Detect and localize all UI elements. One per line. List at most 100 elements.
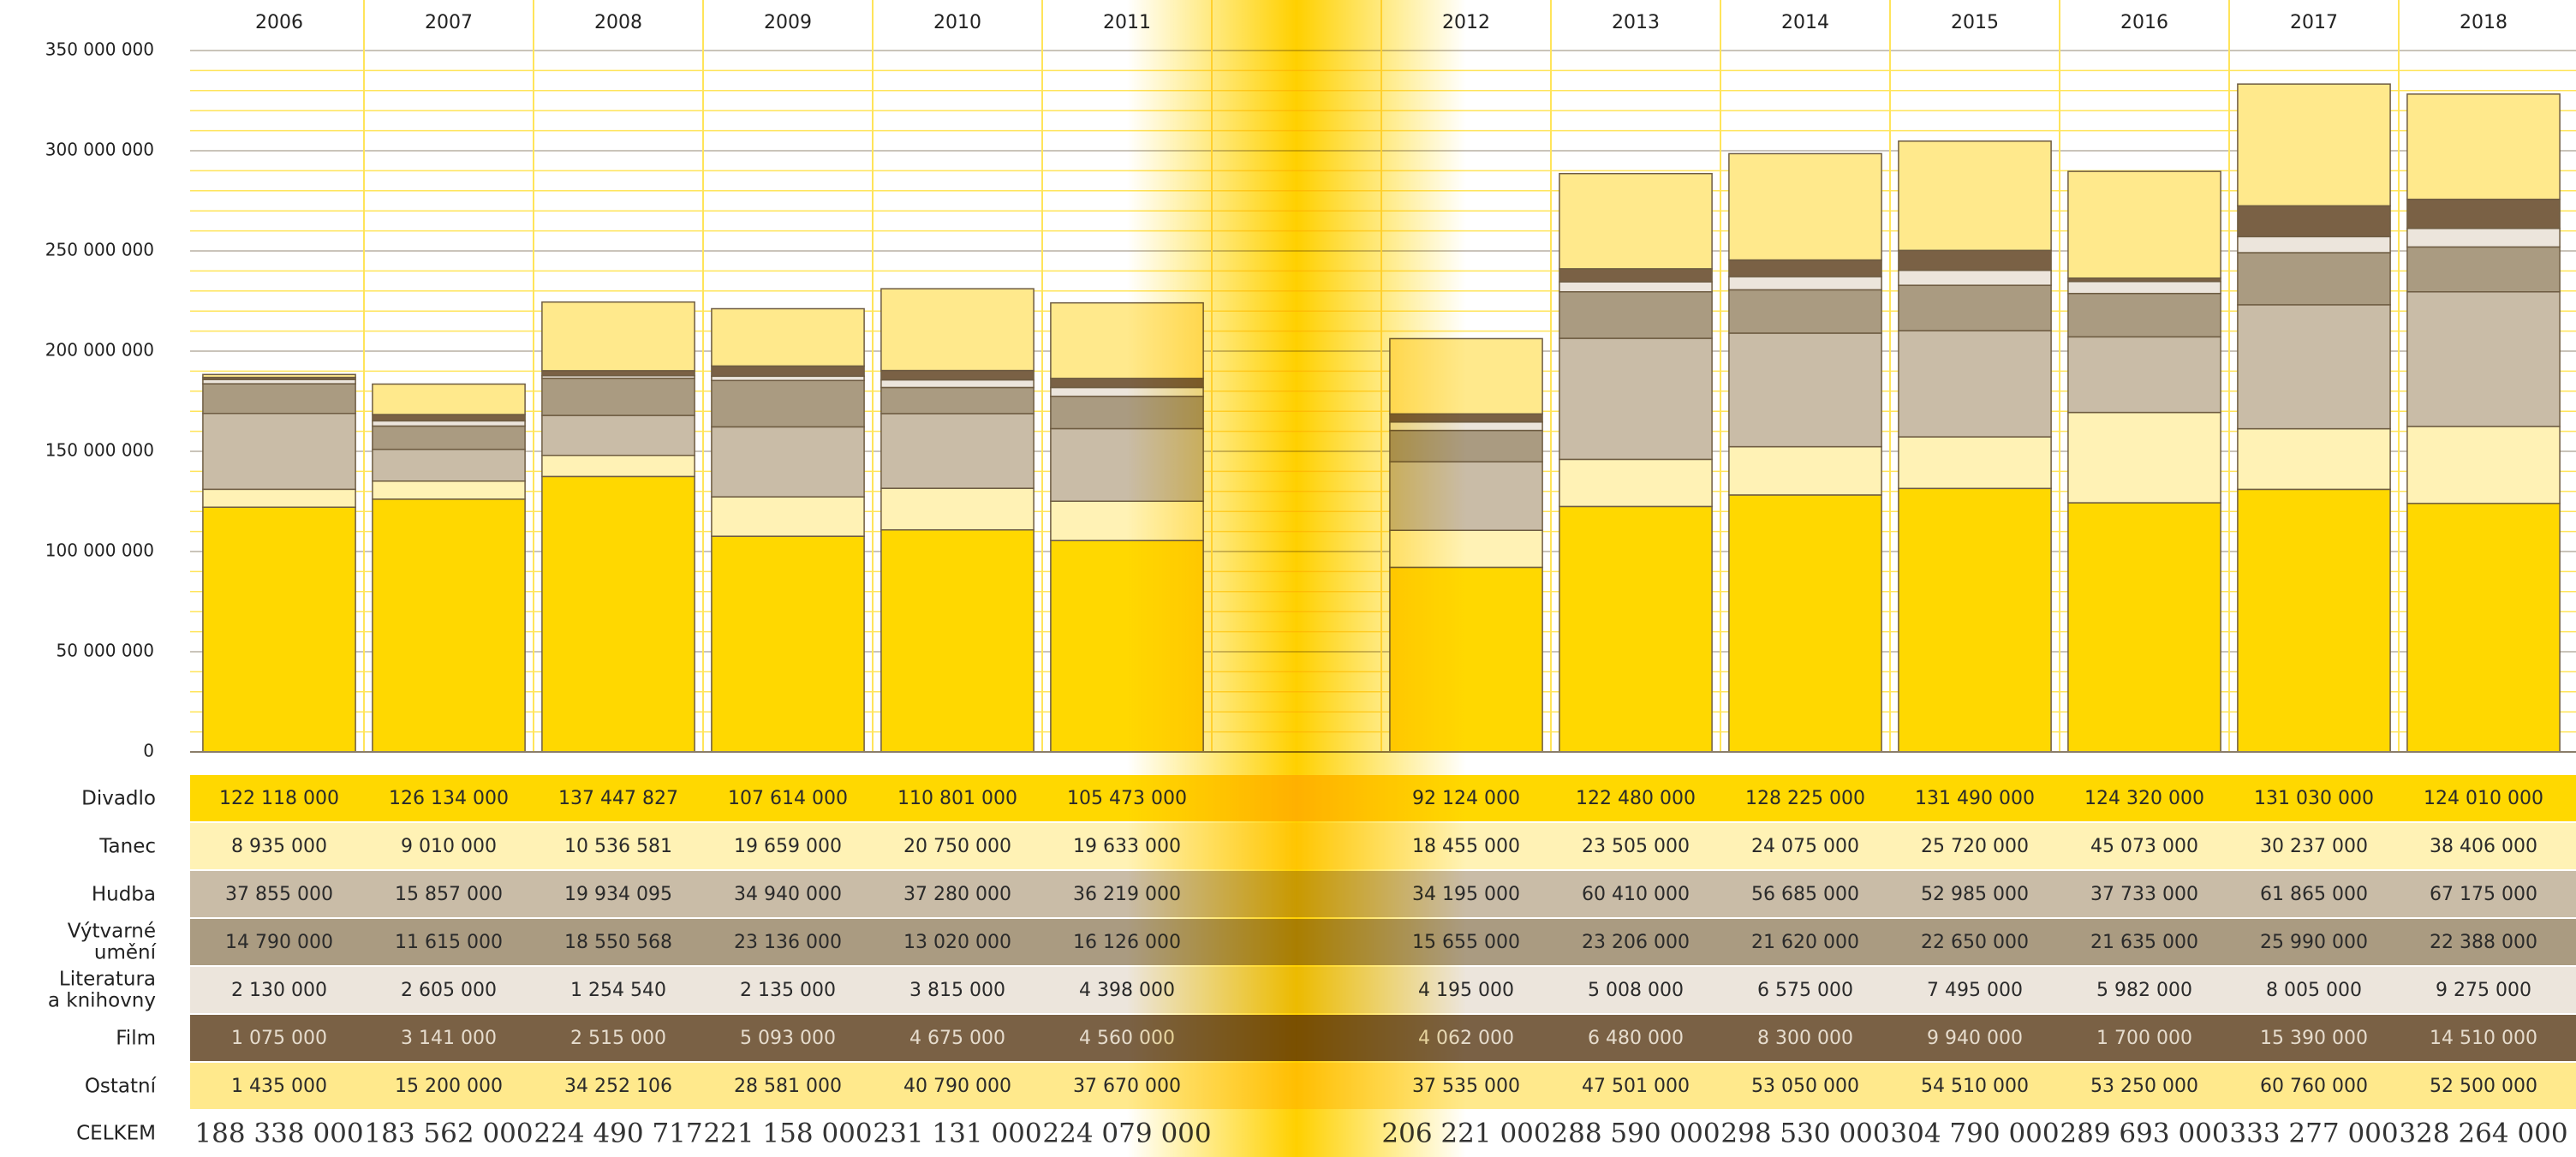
- series-label: Tanec: [99, 835, 156, 858]
- value-label: 53 250 000: [2090, 1076, 2198, 1097]
- series-label: Divadlo: [81, 787, 156, 810]
- value-label: 37 280 000: [903, 884, 1011, 905]
- value-label: 60 410 000: [1582, 884, 1690, 905]
- bar-segment: [372, 414, 526, 422]
- value-label: 28 581 000: [734, 1076, 842, 1097]
- value-label: 122 118 000: [219, 788, 339, 809]
- x-tick-label: 2015: [1951, 12, 1999, 33]
- value-label: 21 635 000: [2090, 932, 2198, 953]
- bar-segment: [2067, 170, 2221, 279]
- bar-segment: [1559, 268, 1713, 283]
- total-label: CELKEM: [76, 1122, 156, 1145]
- total-value: 231 131 000: [873, 1118, 1041, 1149]
- value-label: 19 934 095: [564, 884, 672, 905]
- bar-segment: [1898, 436, 2052, 490]
- value-label: 52 985 000: [1921, 884, 2029, 905]
- bar-segment: [372, 420, 526, 427]
- bar-segment: [880, 528, 1035, 753]
- value-label: 40 790 000: [903, 1076, 1011, 1097]
- value-label: 7 495 000: [1927, 980, 2023, 1001]
- bar-segment: [2067, 336, 2221, 414]
- value-label: 3 815 000: [909, 980, 1005, 1001]
- bar-segment: [1728, 152, 1882, 261]
- value-label: 131 030 000: [2254, 788, 2374, 809]
- value-label: 56 685 000: [1751, 884, 1859, 905]
- value-label: 1 435 000: [231, 1076, 327, 1097]
- series-label: Výtvarné umění: [67, 920, 156, 964]
- value-label: 124 320 000: [2084, 788, 2204, 809]
- bar-segment: [2237, 252, 2391, 306]
- bar-segment: [2237, 236, 2391, 253]
- x-tick-label: 2013: [1612, 12, 1660, 33]
- bar-segment: [2406, 93, 2561, 200]
- bar-segment: [2237, 83, 2391, 207]
- value-label: 18 550 568: [564, 932, 672, 953]
- total-value: 298 530 000: [1720, 1118, 1889, 1149]
- bar-segment: [2406, 198, 2561, 230]
- bar-segment: [2237, 205, 2391, 238]
- value-label: 15 857 000: [395, 884, 503, 905]
- x-tick-label: 2014: [1781, 12, 1829, 33]
- total-value: 304 790 000: [1890, 1118, 2059, 1149]
- value-label: 122 480 000: [1576, 788, 1696, 809]
- bar-segment: [1559, 337, 1713, 461]
- value-label: 5 008 000: [1588, 980, 1684, 1001]
- value-label: 5 093 000: [740, 1028, 836, 1049]
- bar-segment: [2406, 227, 2561, 248]
- value-label: 2 605 000: [401, 980, 497, 1001]
- value-label: 24 075 000: [1751, 836, 1859, 857]
- bar-segment: [1898, 269, 2052, 286]
- value-label: 3 141 000: [401, 1028, 497, 1049]
- total-value: 333 277 000: [2229, 1118, 2398, 1149]
- bar-segment: [372, 498, 526, 753]
- bar-segment: [1898, 284, 2052, 331]
- value-label: 8 005 000: [2266, 980, 2362, 1001]
- bar-segment: [1728, 332, 1882, 448]
- value-label: 1 700 000: [2096, 1028, 2192, 1049]
- bar-segment: [2067, 502, 2221, 753]
- value-label: 6 480 000: [1588, 1028, 1684, 1049]
- bar-segment: [711, 379, 865, 428]
- bar-segment: [2406, 426, 2561, 504]
- value-label: 23 206 000: [1582, 932, 1690, 953]
- bar-segment: [541, 454, 695, 478]
- value-label: 37 855 000: [225, 884, 333, 905]
- bar-segment: [1559, 505, 1713, 753]
- bar-segment: [711, 535, 865, 753]
- bar-segment: [202, 413, 356, 491]
- bar-segment: [880, 487, 1035, 531]
- total-value: 328 264 000: [2399, 1118, 2567, 1149]
- value-label: 61 865 000: [2260, 884, 2368, 905]
- x-tick-label: 2018: [2460, 12, 2507, 33]
- bar-segment: [202, 506, 356, 753]
- value-label: 2 515 000: [570, 1028, 666, 1049]
- value-label: 110 801 000: [897, 788, 1017, 809]
- value-label: 34 252 106: [564, 1076, 672, 1097]
- value-label: 38 406 000: [2430, 836, 2537, 857]
- value-label: 21 620 000: [1751, 932, 1859, 953]
- bar-segment: [711, 307, 865, 367]
- y-tick-label: 150 000 000: [45, 440, 154, 461]
- x-tick-label: 2009: [764, 12, 812, 33]
- bar-segment: [1728, 276, 1882, 291]
- bar-segment: [880, 386, 1035, 414]
- y-tick-label: 350 000 000: [45, 39, 154, 60]
- bar-segment: [880, 413, 1035, 489]
- bar-segment: [711, 426, 865, 498]
- y-tick-label: 0: [143, 741, 154, 761]
- series-label: Ostatní: [84, 1075, 156, 1098]
- bar-segment: [1898, 249, 2052, 271]
- value-label: 34 940 000: [734, 884, 842, 905]
- value-label: 8 935 000: [231, 836, 327, 857]
- total-value: 221 158 000: [703, 1118, 872, 1149]
- value-label: 9 940 000: [1927, 1028, 2023, 1049]
- y-tick-label: 250 000 000: [45, 240, 154, 260]
- value-label: 22 650 000: [1921, 932, 2029, 953]
- x-tick-label: 2008: [594, 12, 642, 33]
- series-label: Literatura a knihovny: [47, 968, 156, 1012]
- total-value: 289 693 000: [2060, 1118, 2228, 1149]
- value-label: 10 536 581: [564, 836, 672, 857]
- bar-segment: [711, 365, 865, 378]
- value-label: 9 275 000: [2436, 980, 2531, 1001]
